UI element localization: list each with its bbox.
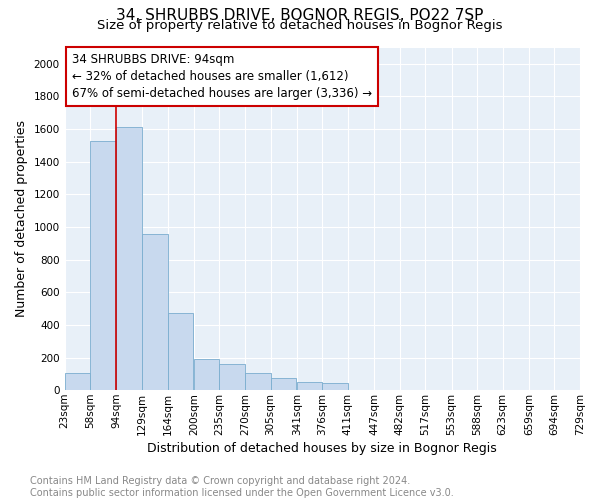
Y-axis label: Number of detached properties: Number of detached properties [15,120,28,318]
Bar [90,140,116,390]
Bar [142,234,167,390]
Text: 34, SHRUBBS DRIVE, BOGNOR REGIS, PO22 7SP: 34, SHRUBBS DRIVE, BOGNOR REGIS, PO22 7S… [116,8,484,22]
Bar [322,383,348,390]
Bar [167,314,193,390]
Bar [65,373,90,390]
Bar [116,128,142,390]
Text: Contains HM Land Registry data © Crown copyright and database right 2024.
Contai: Contains HM Land Registry data © Crown c… [30,476,454,498]
Bar [297,382,322,390]
Bar [245,373,271,390]
X-axis label: Distribution of detached houses by size in Bognor Regis: Distribution of detached houses by size … [148,442,497,455]
Bar [271,378,296,390]
Bar [220,364,245,390]
Text: Size of property relative to detached houses in Bognor Regis: Size of property relative to detached ho… [97,18,503,32]
Text: 34 SHRUBBS DRIVE: 94sqm
← 32% of detached houses are smaller (1,612)
67% of semi: 34 SHRUBBS DRIVE: 94sqm ← 32% of detache… [73,52,373,100]
Bar [194,359,220,390]
